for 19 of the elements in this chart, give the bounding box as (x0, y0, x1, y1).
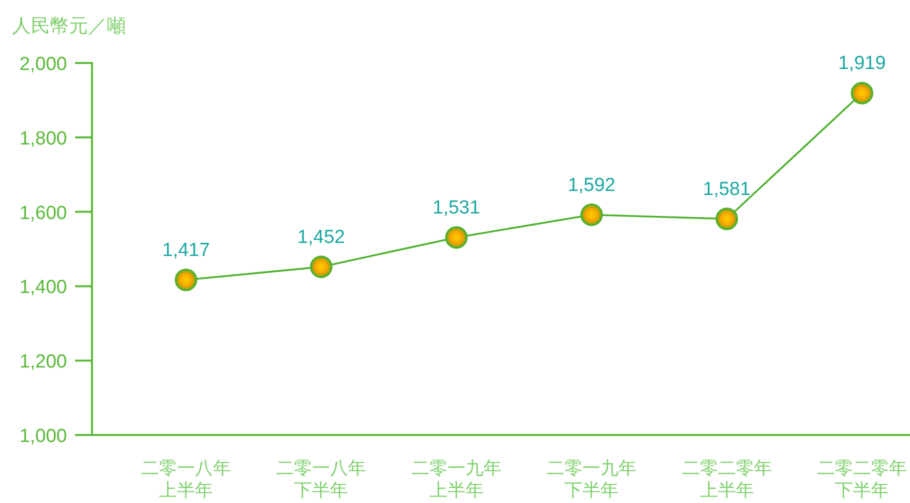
y-axis-title: 人民幣元／噸 (12, 16, 126, 37)
y-tick-label: 1,600 (19, 202, 67, 224)
x-tick-label: 二零一九年下半年 (546, 458, 637, 500)
x-tick-label: 二零二零年上半年 (682, 458, 772, 500)
data-label: 1,919 (838, 53, 886, 74)
y-tick-label: 1,400 (19, 277, 67, 298)
y-tick-label: 1,800 (19, 128, 67, 150)
x-tick-label: 二零一八年上半年 (141, 458, 231, 500)
x-tick-label: 二零一九年上半年 (411, 458, 502, 500)
data-label: 1,592 (568, 174, 616, 196)
x-tick-label: 二零一八年下半年 (276, 458, 366, 500)
data-label: 1,531 (432, 197, 480, 218)
y-tick-label: 1,000 (19, 426, 67, 447)
data-label: 1,417 (162, 240, 210, 261)
data-label: 1,452 (297, 226, 345, 248)
y-tick-label: 2,000 (19, 54, 67, 75)
data-label: 1,581 (703, 178, 751, 200)
x-tick-label: 二零二零年下半年 (817, 458, 907, 500)
y-tick-label: 1,200 (19, 352, 67, 373)
